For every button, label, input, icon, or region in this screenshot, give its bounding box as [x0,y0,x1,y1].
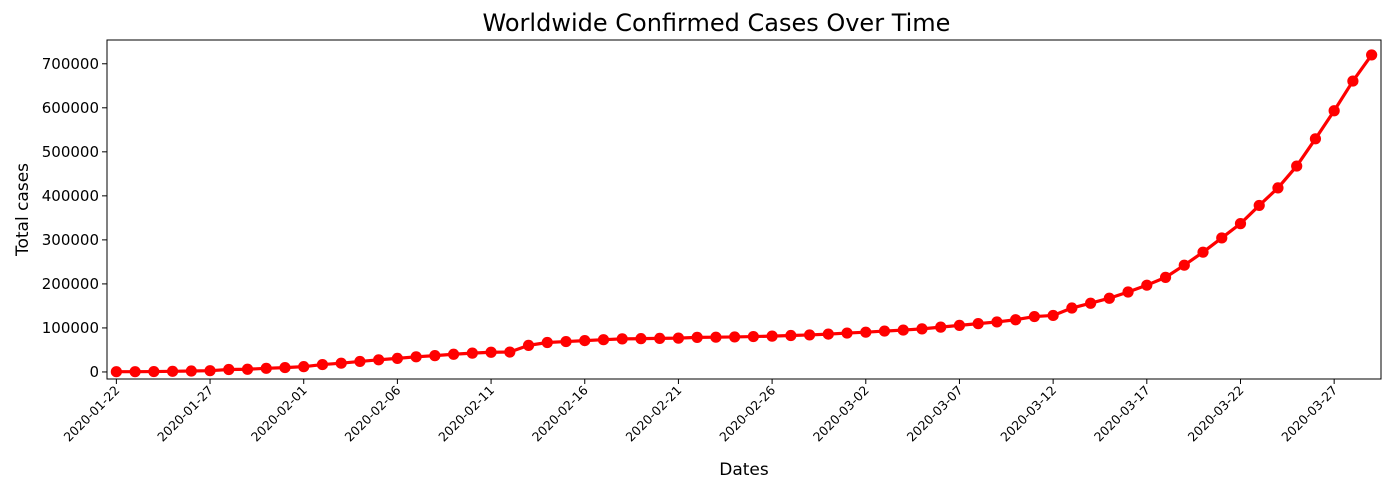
x-axis-label: Dates [719,460,769,480]
y-tick-label: 600000 [42,99,99,117]
data-point [541,336,553,349]
data-point [279,361,291,374]
data-point [1234,218,1247,230]
data-point [1103,292,1115,304]
data-point [1178,259,1190,271]
y-tick-label: 700000 [42,55,99,73]
data-point [1216,232,1228,244]
x-tick-label: 2020-02-26 [716,382,778,444]
y-axis-label: Total cases [13,163,33,257]
x-tick-label: 2020-03-07 [904,383,966,445]
data-point [485,346,497,358]
data-point [204,365,216,377]
x-tick-label: 2020-02-11 [435,383,497,445]
data-point [897,324,909,336]
data-point [878,325,891,337]
series-line [114,53,1374,374]
data-point [1366,49,1378,61]
data-point [373,354,385,366]
data-point [1047,309,1059,322]
data-point [1197,246,1209,258]
data-point [522,339,535,351]
x-tick-label: 2020-03-12 [997,383,1059,445]
y-tick-label: 100000 [42,319,99,337]
data-point [1328,105,1340,117]
data-point [185,365,197,377]
series-total-cases [110,49,1378,378]
data-point [448,348,460,360]
data-point [654,332,666,345]
y-tick-label: 400000 [42,187,99,205]
data-point [241,363,254,375]
y-tick-label: 500000 [42,143,99,161]
plot-frame [106,39,1382,380]
x-tick-label: 2020-02-21 [623,383,685,445]
x-tick-label: 2020-03-02 [810,383,872,445]
data-point [1291,160,1303,172]
data-point [560,335,572,348]
data-point [1141,279,1153,291]
x-tick-label: 2020-03-17 [1091,383,1153,445]
data-point [354,355,366,368]
data-point [803,329,816,341]
data-point [597,334,610,346]
data-point [841,327,853,339]
data-point [260,362,272,374]
data-point [316,358,329,371]
data-point [729,331,741,343]
y-tick-label: 200000 [42,275,99,293]
data-point [298,361,310,373]
data-point [822,328,834,340]
data-point [785,329,797,342]
data-point [1309,133,1322,145]
y-tick-label: 0 [89,363,99,381]
data-point [691,331,703,343]
data-point [935,321,947,333]
x-tick-label: 2020-02-01 [248,383,310,445]
x-axis: 2020-01-22 2020-01-27 2020-02-01 2020-02-06… [61,379,1340,445]
data-point [466,347,478,359]
data-point [1122,286,1134,298]
x-tick-label: 2020-01-22 [61,383,123,445]
data-point [972,318,984,330]
data-point [1272,182,1284,194]
data-point [129,366,141,378]
data-point [223,363,235,376]
x-tick-label: 2020-03-27 [1278,383,1340,445]
x-tick-label: 2020-02-16 [529,382,591,444]
data-point [410,351,422,363]
data-point [991,316,1003,328]
y-axis: 0 100000 200000 300000 400000 500000 600000 700… [42,55,107,381]
x-tick-label: 2020-02-06 [342,382,404,444]
data-point [335,357,347,369]
data-point [766,330,778,342]
data-point [1085,297,1097,309]
data-point [1010,314,1022,326]
data-point [616,333,628,345]
data-point [1066,302,1078,314]
data-point [1253,199,1265,212]
y-tick-label: 300000 [42,231,99,249]
data-point [148,365,160,378]
data-point [1159,271,1172,283]
data-point [1347,75,1359,87]
data-point [860,326,872,338]
data-point [166,365,179,377]
data-point [635,333,647,345]
data-point [672,332,685,344]
chart-title: Worldwide Confirmed Cases Over Time [483,9,951,37]
data-point [1028,310,1040,323]
data-point [579,334,591,347]
data-point [110,366,122,378]
data-point [747,330,759,343]
data-point [391,352,403,364]
x-tick-label: 2020-03-22 [1185,383,1247,445]
data-point [916,323,928,335]
x-tick-label: 2020-01-27 [154,383,216,445]
data-point [710,331,722,343]
data-point [953,319,966,331]
data-point [429,350,441,362]
data-point [504,346,516,358]
